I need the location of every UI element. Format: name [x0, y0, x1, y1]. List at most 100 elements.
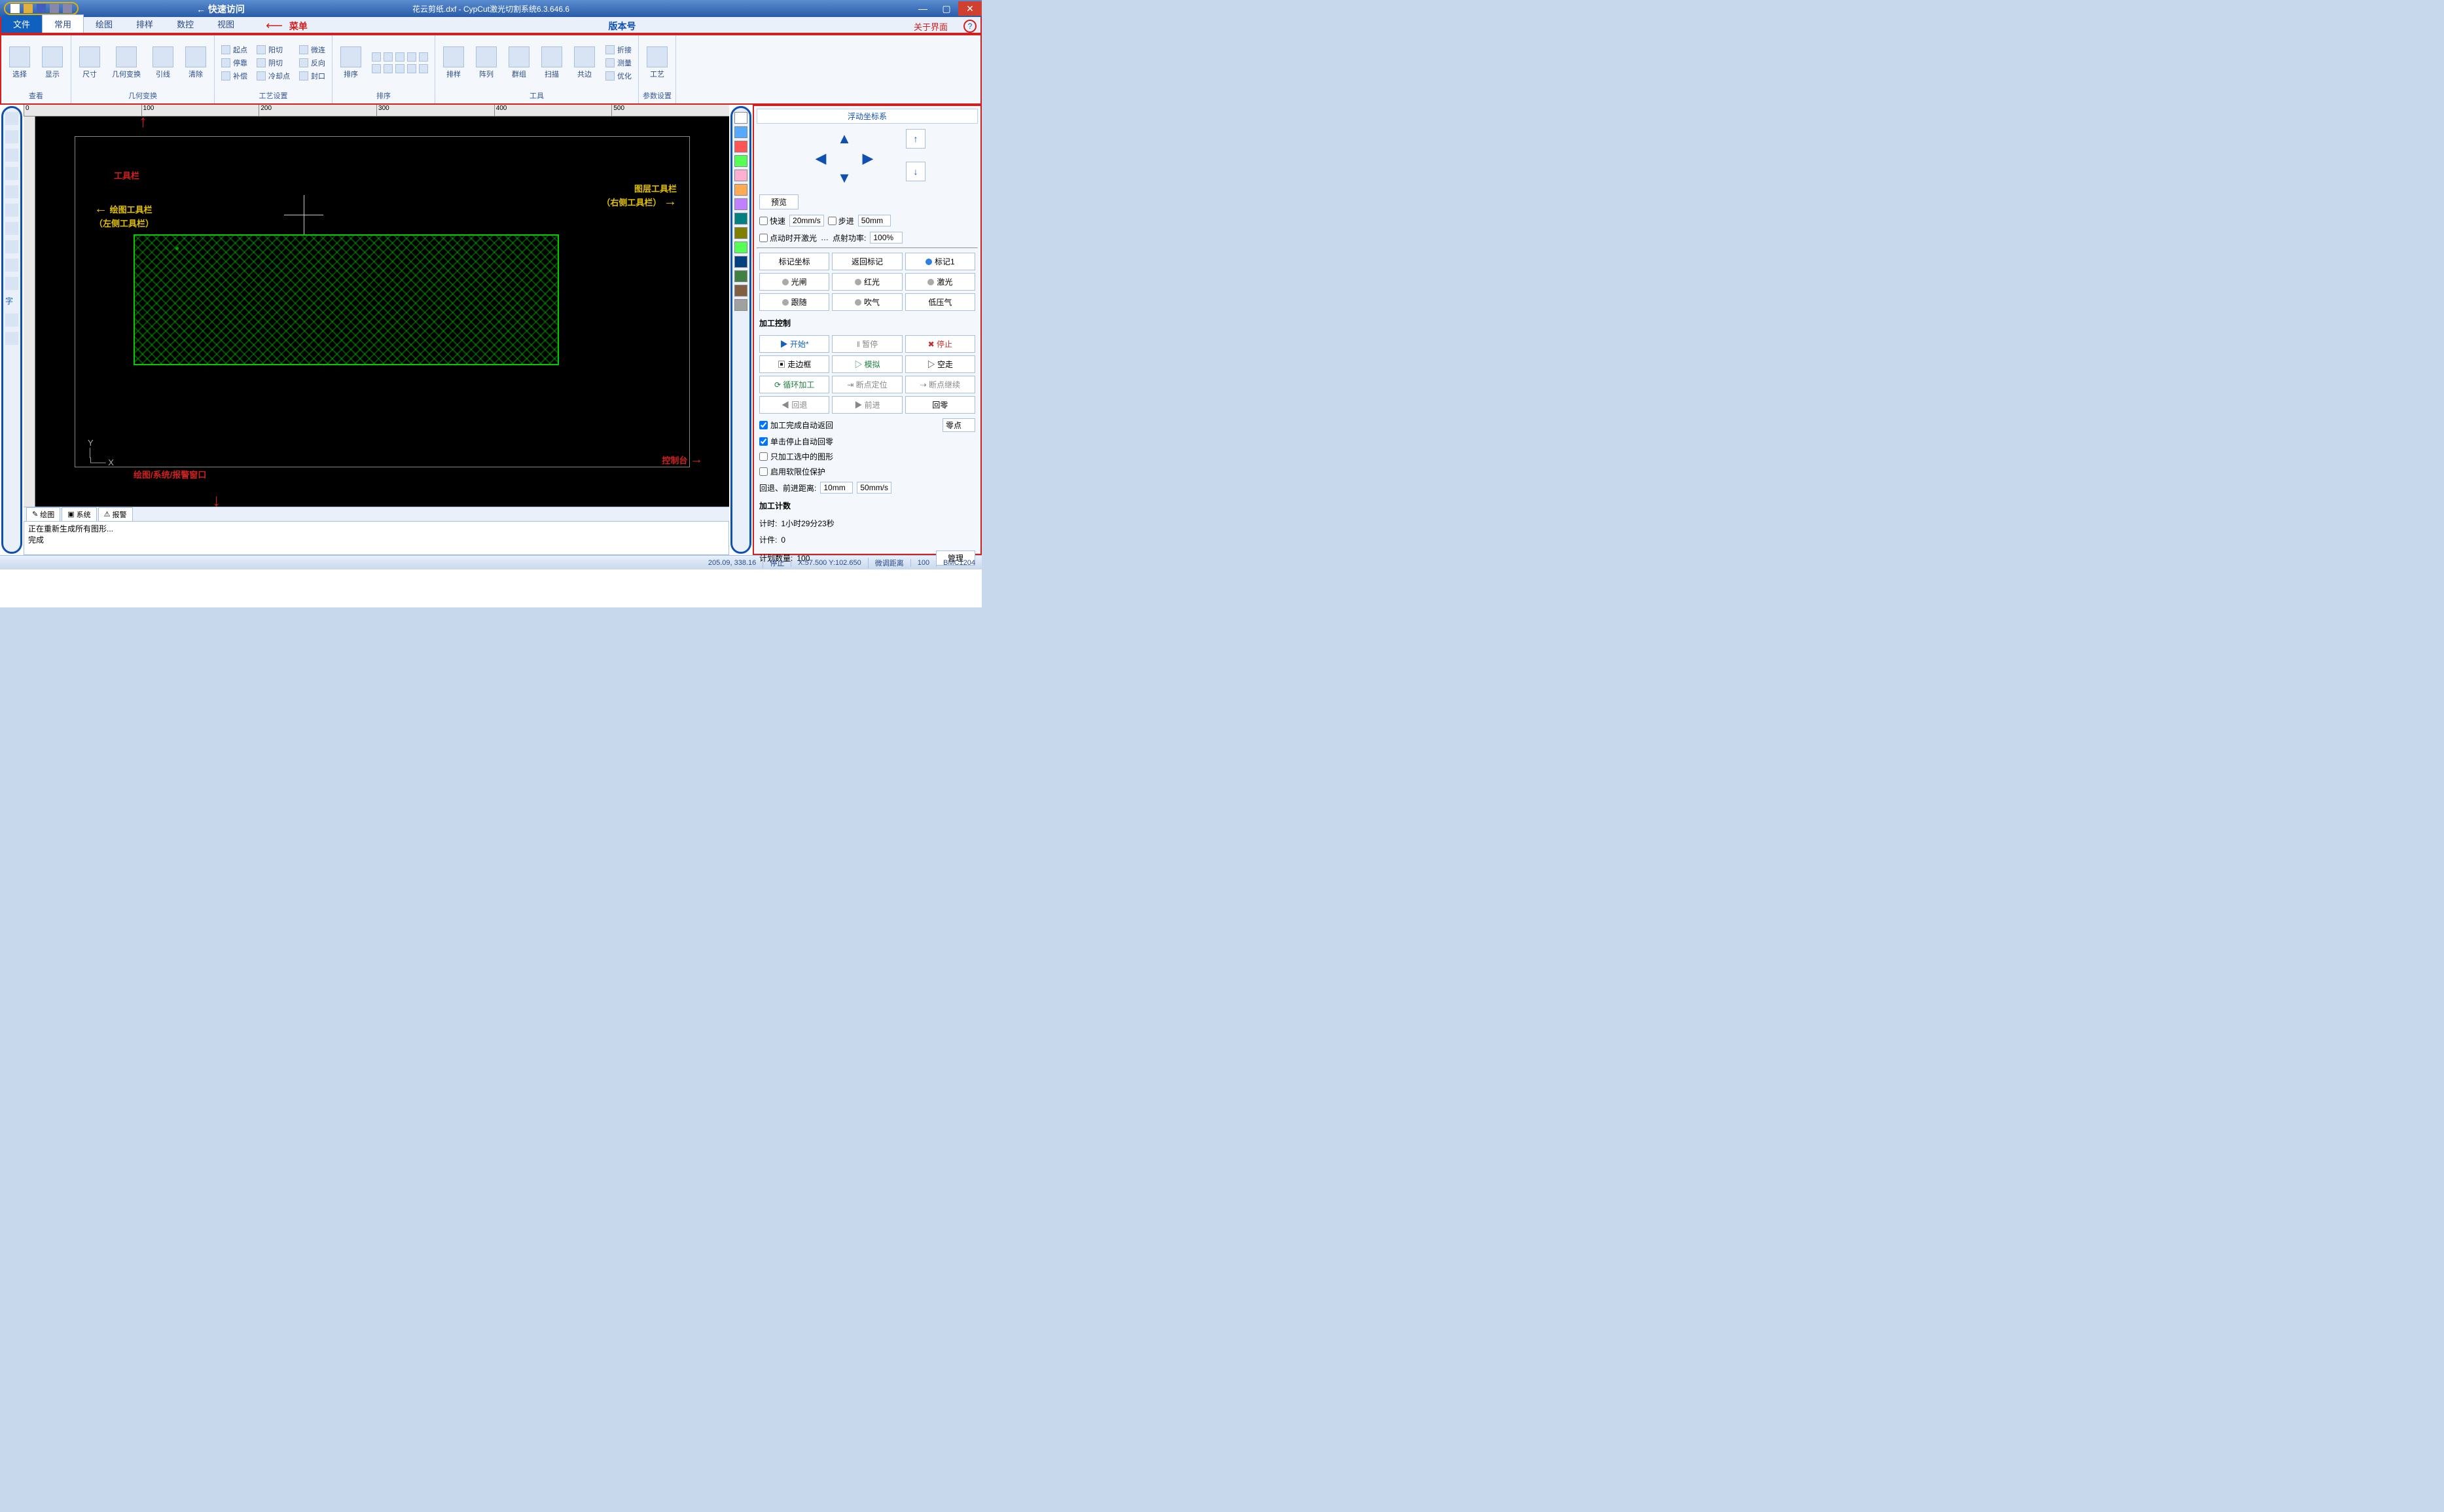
maximize-button[interactable]: ▢	[935, 1, 958, 16]
bridge-button[interactable]: 折接	[603, 44, 634, 56]
dry-run-button[interactable]: ▷ 空走	[905, 355, 975, 373]
layer-color-9[interactable]	[734, 242, 747, 253]
tool-line[interactable]	[5, 185, 18, 198]
tool-text[interactable]: 字	[5, 295, 18, 308]
sort-opt-1[interactable]	[369, 52, 431, 62]
qat-new-icon[interactable]	[10, 4, 20, 13]
compensate-button[interactable]: 补偿	[219, 70, 250, 82]
auto-return-check[interactable]	[759, 421, 768, 429]
layer-color-12[interactable]	[734, 285, 747, 297]
layer-color-11[interactable]	[734, 270, 747, 282]
mark-coord-button[interactable]: 标记坐标	[759, 253, 829, 270]
return-pt-select[interactable]: 零点	[943, 418, 975, 432]
back-button[interactable]: ◀ 回退	[759, 396, 829, 414]
layer-color-3[interactable]	[734, 155, 747, 167]
menu-tab-draw[interactable]: 绘图	[84, 15, 124, 33]
breakpoint-loc-button[interactable]: ⇥ 断点定位	[832, 376, 902, 393]
gas-select[interactable]: 低压气	[905, 293, 975, 311]
shutter-button[interactable]: 光闸	[759, 273, 829, 291]
craft-button[interactable]: 工艺	[643, 45, 672, 81]
outer-cut-button[interactable]: 阳切	[254, 44, 293, 56]
array-button[interactable]: 阵列	[472, 45, 501, 81]
dock-button[interactable]: 停靠	[219, 57, 250, 69]
qat-undo-icon[interactable]	[50, 4, 59, 13]
sort-button[interactable]: 排序	[336, 45, 365, 81]
follow-button[interactable]: 跟随	[759, 293, 829, 311]
clear-button[interactable]: 清除	[181, 45, 210, 81]
layer-color-1[interactable]	[734, 126, 747, 138]
optimize-button[interactable]: 优化	[603, 70, 634, 82]
tool-polygon[interactable]	[5, 277, 18, 290]
soft-limit-check[interactable]	[759, 467, 768, 476]
group-button[interactable]: 群组	[505, 45, 533, 81]
measure-button[interactable]: 测量	[603, 57, 634, 69]
select-button[interactable]: 选择	[5, 45, 34, 81]
layer-color-6[interactable]	[734, 198, 747, 210]
loop-button[interactable]: ⟳ 循环加工	[759, 376, 829, 393]
red-light-button[interactable]: 红光	[832, 273, 902, 291]
cooling-pt-button[interactable]: 冷却点	[254, 70, 293, 82]
start-pt-button[interactable]: 起点	[219, 44, 250, 56]
sort-opt-2[interactable]	[369, 63, 431, 74]
coord-sys-select[interactable]: 浮动坐标系	[757, 109, 978, 124]
jog-down-button[interactable]: ▼	[833, 168, 856, 188]
home-button[interactable]: 回零	[905, 396, 975, 414]
layer-color-5[interactable]	[734, 184, 747, 196]
seal-button[interactable]: 封口	[297, 70, 328, 82]
layer-color-2[interactable]	[734, 141, 747, 153]
start-button[interactable]: ▶ 开始*	[759, 335, 829, 353]
layer-color-8[interactable]	[734, 227, 747, 239]
bf-dist-select[interactable]: 10mm	[820, 482, 853, 494]
layer-color-7[interactable]	[734, 213, 747, 225]
bf-speed-select[interactable]: 50mm/s	[857, 482, 891, 494]
return-mark-button[interactable]: 返回标记	[832, 253, 902, 270]
z-up-button[interactable]: ↑	[906, 129, 925, 149]
laser-on-jog-check[interactable]: 点动时开激光	[759, 232, 817, 243]
step-dist-select[interactable]: 50mm	[858, 215, 891, 226]
layer-color-10[interactable]	[734, 256, 747, 268]
frame-button[interactable]: ▣ 走边框	[759, 355, 829, 373]
cut-pattern[interactable]	[134, 234, 559, 365]
selected-only-check[interactable]	[759, 452, 768, 461]
drawing-canvas[interactable]: Y│└── X 工具栏 ← 绘图工具栏 （左侧工具栏） 图层工具栏 （右侧工具栏…	[35, 117, 729, 507]
z-down-button[interactable]: ↓	[906, 162, 925, 181]
preview-button[interactable]: 预览	[759, 194, 799, 209]
quick-access-toolbar[interactable]	[4, 2, 79, 15]
fast-check[interactable]: 快速	[759, 215, 785, 226]
inner-cut-button[interactable]: 阴切	[254, 57, 293, 69]
simulate-button[interactable]: ▷ 模拟	[832, 355, 902, 373]
scan-button[interactable]: 扫描	[537, 45, 566, 81]
tool-gallery[interactable]	[5, 314, 18, 327]
status-fine-value[interactable]: 100	[910, 559, 936, 567]
stop-button[interactable]: ✖ 停止	[905, 335, 975, 353]
layer-color-13[interactable]	[734, 299, 747, 311]
tool-rect[interactable]	[5, 259, 18, 272]
jog-up-button[interactable]: ▲	[833, 129, 856, 149]
pause-button[interactable]: ‖ 暂停	[832, 335, 902, 353]
tool-pan[interactable]	[5, 149, 18, 162]
stop-home-check[interactable]	[759, 437, 768, 446]
minimize-button[interactable]: —	[911, 1, 935, 16]
tool-measure[interactable]	[5, 332, 18, 345]
jog-left-button[interactable]: ◀	[809, 149, 833, 168]
qat-redo-icon[interactable]	[63, 4, 72, 13]
reverse-button[interactable]: 反向	[297, 57, 328, 69]
size-button[interactable]: 尺寸	[75, 45, 104, 81]
tab-draw[interactable]: ✎ 绘图	[26, 507, 60, 522]
tool-point[interactable]	[5, 167, 18, 180]
tool-arc[interactable]	[5, 240, 18, 253]
fast-speed-select[interactable]: 20mm/s	[789, 215, 824, 226]
close-button[interactable]: ✕	[958, 1, 982, 16]
menu-tab-view[interactable]: 视图	[206, 15, 246, 33]
step-check[interactable]: 步进	[828, 215, 854, 226]
forward-button[interactable]: ▶ 前进	[832, 396, 902, 414]
qat-open-icon[interactable]	[24, 4, 33, 13]
breakpoint-cont-button[interactable]: ⇢ 断点继续	[905, 376, 975, 393]
menu-tab-cnc[interactable]: 数控	[165, 15, 206, 33]
laser-button[interactable]: 激光	[905, 273, 975, 291]
help-button[interactable]: ?	[963, 20, 977, 33]
jog-right-button[interactable]: ▶	[856, 149, 880, 168]
dot-power-select[interactable]: 100%	[870, 232, 903, 243]
blow-button[interactable]: 吹气	[832, 293, 902, 311]
micro-joint-button[interactable]: 微连	[297, 44, 328, 56]
